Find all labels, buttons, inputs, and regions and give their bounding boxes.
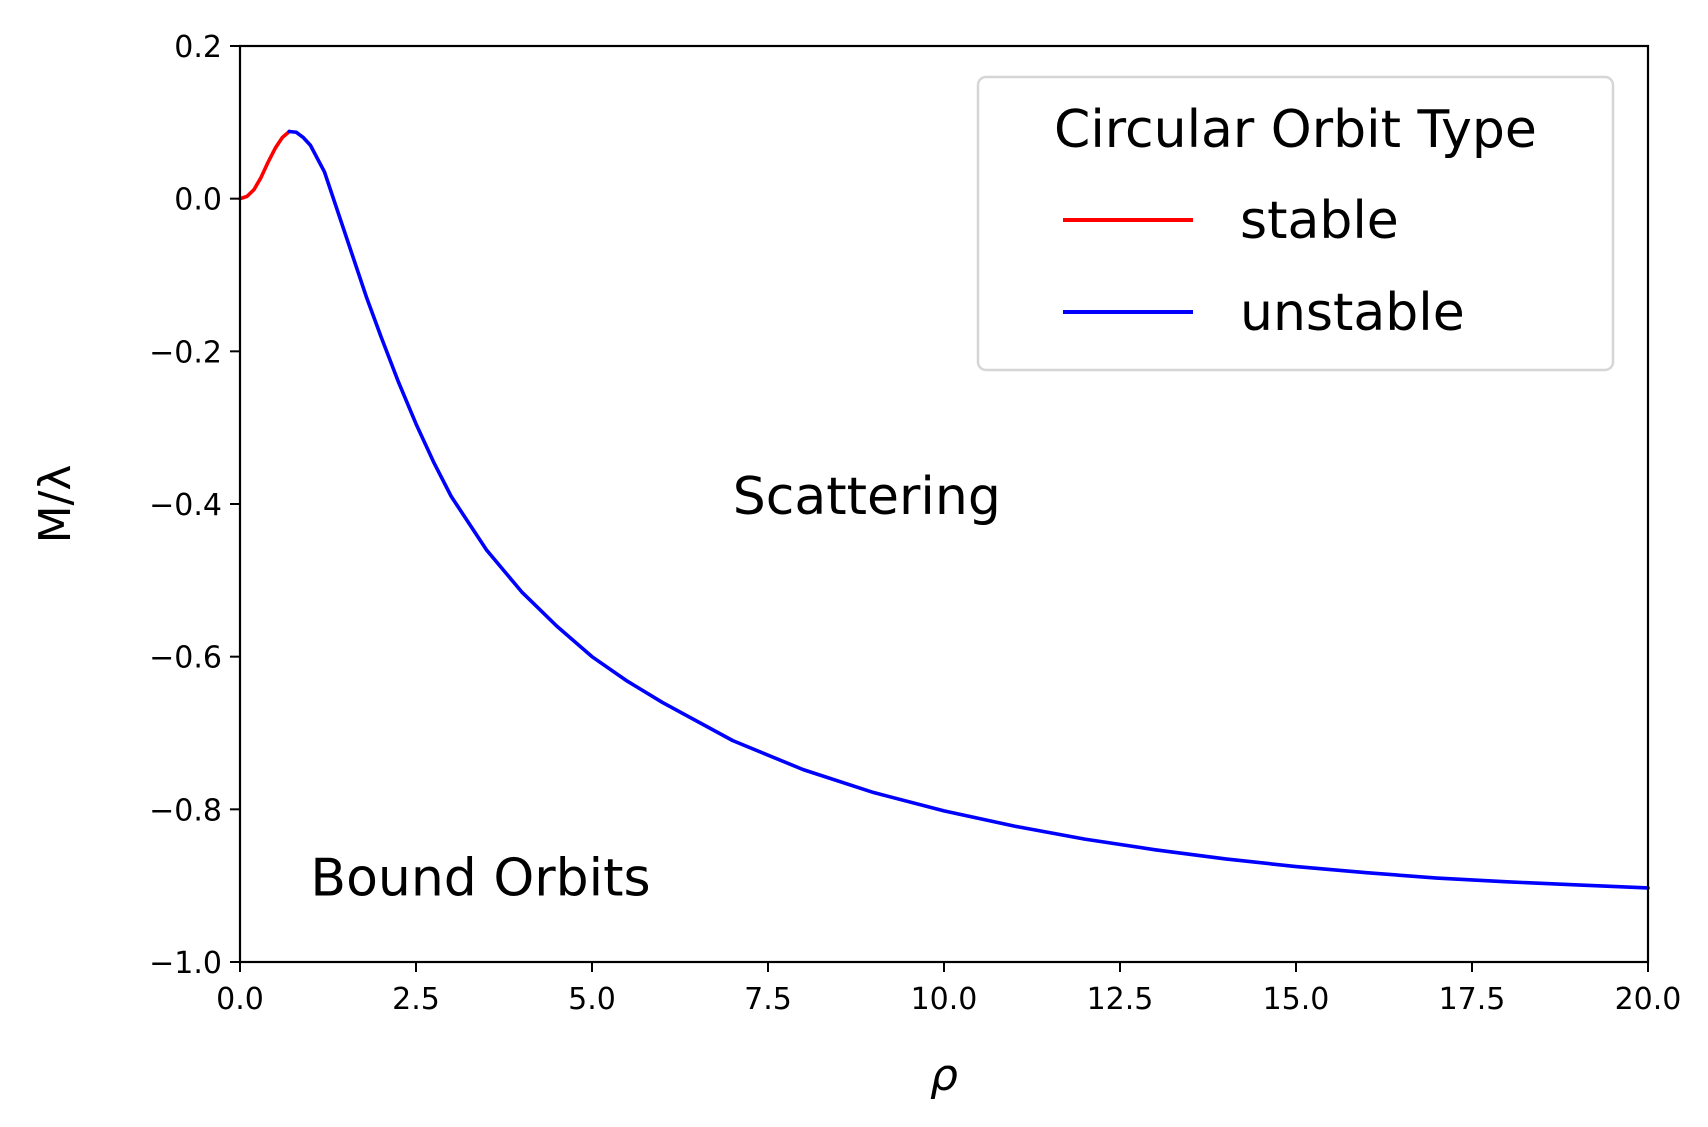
x-tick-label: 15.0	[1263, 982, 1330, 1017]
annotation-bound-orbits: Bound Orbits	[310, 849, 650, 909]
x-tick-label: 10.0	[911, 982, 978, 1017]
x-tick-label: 0.0	[216, 982, 264, 1017]
x-tick-label: 20.0	[1615, 982, 1682, 1017]
legend-title: Circular Orbit Type	[1054, 100, 1537, 160]
y-tick-label: −0.6	[149, 641, 222, 676]
x-tick-label: 7.5	[744, 982, 792, 1017]
y-tick-label: −0.8	[149, 793, 222, 828]
y-tick-label: −0.4	[149, 488, 222, 523]
legend: Circular Orbit Type stable unstable	[976, 75, 1615, 372]
legend-label-stable: stable	[1240, 191, 1399, 251]
x-tick-label: 5.0	[568, 982, 616, 1017]
y-tick-label: 0.2	[174, 30, 222, 65]
y-tick-label: 0.0	[174, 183, 222, 218]
series-line-unstable	[287, 129, 1650, 890]
ticks-layer: 0.0 2.5 5.0 7.5 10.0 12.5 15.0 17.5 20.0 0.2 0.0 −0…	[149, 30, 1681, 1017]
annotation-scattering: Scattering	[733, 467, 1001, 527]
series-layer	[238, 129, 1650, 890]
y-tick-label: −1.0	[149, 946, 222, 981]
y-tick-label: −0.2	[149, 335, 222, 370]
legend-label-unstable: unstable	[1240, 283, 1465, 343]
x-axis-label: ρ	[930, 1050, 958, 1101]
legend-box	[976, 75, 1615, 372]
x-tick-label: 12.5	[1087, 982, 1154, 1017]
x-tick-label: 2.5	[392, 982, 440, 1017]
x-tick-label: 17.5	[1439, 982, 1506, 1017]
y-axis-label: M/λ	[30, 465, 81, 544]
series-line-stable	[238, 129, 292, 201]
